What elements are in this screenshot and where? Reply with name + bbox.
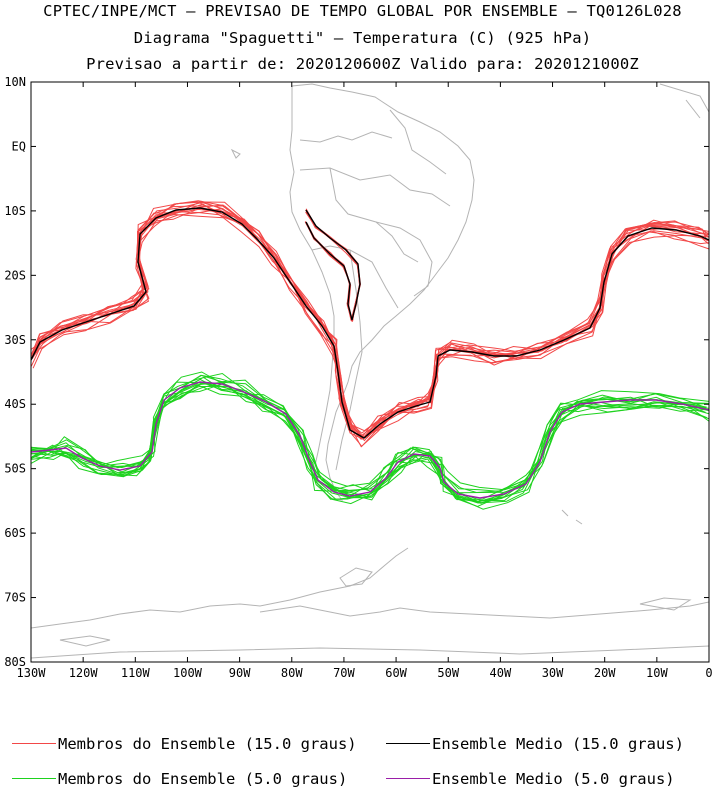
legend-members-5: Membros do Ensemble (5.0 graus) (12, 770, 347, 788)
members-5-lines (31, 371, 709, 510)
lon-label: 40W (490, 666, 512, 680)
coastlines (31, 83, 709, 659)
lon-label: 100W (173, 666, 203, 680)
lon-label: 50W (437, 666, 459, 680)
lat-label: 70S (4, 591, 26, 605)
legend-mean-15: Ensemble Medio (15.0 graus) (386, 735, 684, 753)
lat-label: 10S (4, 204, 26, 218)
legend-mean-5: Ensemble Medio (5.0 graus) (386, 770, 675, 788)
member-5-line-9 (31, 372, 709, 493)
lat-label: 30S (4, 333, 26, 347)
lon-label: 0 (705, 666, 712, 680)
member-15-andes-3 (305, 211, 361, 322)
lon-label: 70W (333, 666, 355, 680)
ensemble-mean-15-line (31, 207, 709, 439)
members-15-lines (31, 200, 709, 448)
legend-label-mean-5: Ensemble Medio (5.0 graus) (432, 770, 675, 788)
spaghetti-map: 10N EQ 10S 20S 30S 40S 50S 60S 70S 80S 130W 120W 11… (4, 75, 713, 680)
legend-swatch-purple (386, 778, 430, 779)
lat-label: 40S (4, 397, 26, 411)
legend-members-15: Membros do Ensemble (15.0 graus) (12, 735, 357, 753)
member-5-line-12 (31, 374, 709, 497)
member-15-andes-6 (305, 209, 361, 322)
member-15-line-9 (31, 204, 709, 436)
lat-label: EQ (12, 139, 26, 153)
legend-label-mean-15: Ensemble Medio (15.0 graus) (432, 735, 684, 753)
member-5-line-10 (31, 381, 709, 504)
axis-ticks (30, 81, 710, 663)
lon-label: 90W (229, 666, 251, 680)
lon-label: 20W (594, 666, 616, 680)
map-frame (30, 81, 710, 663)
lat-label: 80S (4, 655, 26, 669)
legend-label-members-15: Membros do Ensemble (15.0 graus) (58, 735, 357, 753)
ensemble-mean-15-andes (305, 209, 361, 321)
lon-label: 110W (121, 666, 151, 680)
legend-swatch-black (386, 743, 430, 744)
legend-swatch-green (12, 778, 56, 779)
member-15-andes-2 (304, 209, 361, 322)
legend-swatch-red (12, 743, 56, 744)
legend-label-members-5: Membros do Ensemble (5.0 graus) (58, 770, 348, 788)
chart-title: CPTEC/INPE/MCT – PREVISAO DE TEMPO GLOBA… (43, 2, 682, 20)
lon-label: 10W (646, 666, 668, 680)
member-15-line-1 (31, 203, 709, 440)
ensemble-mean-5-line (31, 381, 709, 499)
longitude-labels: 130W 120W 110W 100W 90W 80W 70W 60W 50W 40W 30W 20W… (17, 666, 713, 680)
lat-label: 10N (4, 75, 26, 89)
lon-label: 130W (17, 666, 47, 680)
lat-label: 60S (4, 526, 26, 540)
lat-label: 50S (4, 462, 26, 476)
lat-label: 20S (4, 268, 26, 282)
chart-subtitle: Diagrama "Spaguetti" – Temperatura (C) (… (133, 29, 592, 47)
latitude-labels: 10N EQ 10S 20S 30S 40S 50S 60S 70S 80S (4, 75, 26, 669)
member-15-andes-5 (306, 210, 361, 321)
lon-label: 30W (542, 666, 564, 680)
member-5-line-14 (31, 384, 706, 510)
member-15-line-13 (32, 200, 709, 439)
lon-label: 80W (281, 666, 303, 680)
member-5-line-6 (31, 381, 709, 502)
member-15-line-12 (31, 200, 709, 439)
forecast-validity: Previsao a partir de: 2020120600Z Valido… (86, 55, 639, 73)
lon-label: 60W (385, 666, 407, 680)
lon-label: 120W (69, 666, 99, 680)
